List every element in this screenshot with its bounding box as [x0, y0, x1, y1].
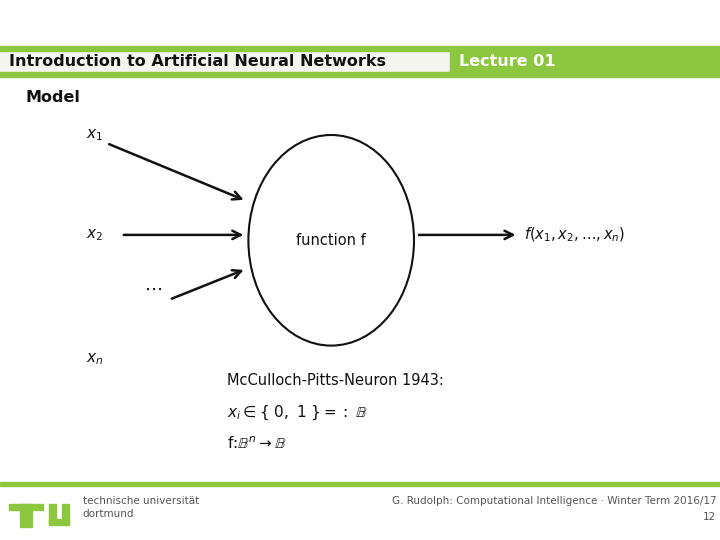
- Text: Introduction to Artificial Neural Networks: Introduction to Artificial Neural Networ…: [9, 54, 386, 69]
- Bar: [0, 72, 720, 77]
- Text: $x_i \in \{\ 0,\ 1\ \} =:\ \mathbb{B}$: $x_i \in \{\ 0,\ 1\ \} =:\ \mathbb{B}$: [227, 404, 367, 422]
- Bar: [9, 504, 43, 510]
- Text: 12: 12: [703, 512, 716, 522]
- Text: dortmund: dortmund: [83, 509, 135, 519]
- Text: Lecture 01: Lecture 01: [459, 54, 556, 69]
- Text: $x_n$: $x_n$: [86, 351, 104, 367]
- Bar: [0, 482, 720, 486]
- Text: $\cdots$: $\cdots$: [144, 280, 162, 298]
- Bar: [450, 51, 720, 73]
- Bar: [49, 519, 69, 525]
- Bar: [49, 504, 56, 524]
- Bar: [20, 504, 32, 526]
- Text: $x_2$: $x_2$: [86, 227, 104, 243]
- Bar: [62, 504, 69, 524]
- Bar: [0, 51, 450, 73]
- Text: $\mathrm{f}\colon \mathbb{B}^n \rightarrow \mathbb{B}$: $\mathrm{f}\colon \mathbb{B}^n \rightarr…: [227, 436, 286, 452]
- Text: function f: function f: [297, 233, 366, 248]
- Text: $x_1$: $x_1$: [86, 127, 104, 143]
- Text: McCulloch-Pitts-Neuron 1943:: McCulloch-Pitts-Neuron 1943:: [227, 373, 444, 388]
- Text: G. Rudolph: Computational Intelligence · Winter Term 2016/17: G. Rudolph: Computational Intelligence ·…: [392, 496, 716, 506]
- Text: technische universität: technische universität: [83, 496, 199, 506]
- Text: Model: Model: [25, 90, 80, 105]
- Text: $f(x_1, x_2, \ldots, x_n)$: $f(x_1, x_2, \ldots, x_n)$: [524, 226, 626, 244]
- Bar: [0, 46, 720, 51]
